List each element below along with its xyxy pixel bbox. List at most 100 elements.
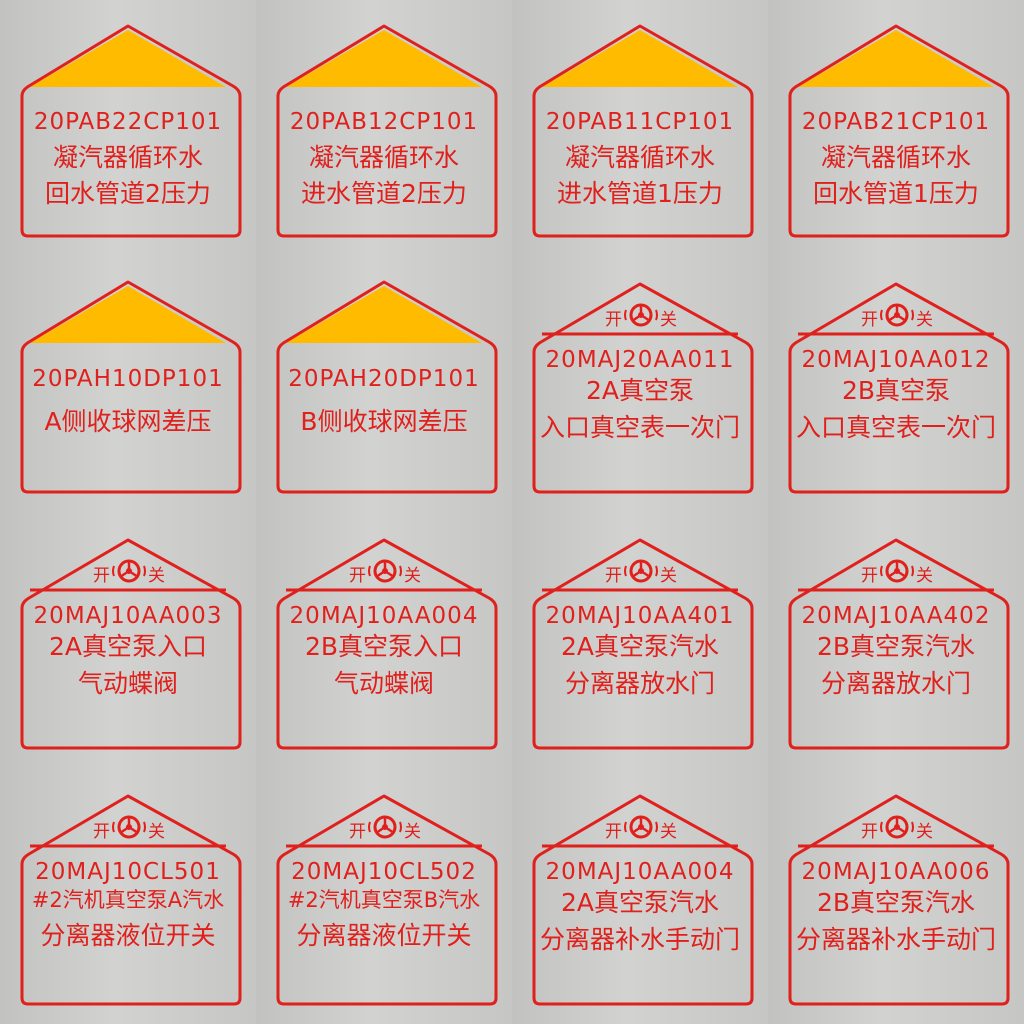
equipment-description-line: 2B真空泵汽水	[816, 888, 976, 917]
valve-handwheel-icon	[880, 303, 914, 327]
sign-border	[276, 24, 498, 238]
equipment-label: 20PAB12CP101 凝汽器循环水 进水管道2压力	[256, 0, 512, 252]
sign-border	[532, 282, 754, 494]
equipment-description-line: 分离器液位开关	[40, 921, 216, 950]
equipment-description-line: 分离器放水门	[820, 669, 971, 698]
valve-open-close-header: 开关	[256, 804, 512, 850]
label-text: 20PAB12CP101 凝汽器循环水 进水管道2压力	[276, 111, 492, 208]
open-label: 开	[349, 822, 366, 842]
valve-sign-frame	[20, 794, 242, 1006]
equipment-code: 20MAJ10AA004	[289, 603, 479, 629]
label-text: 20MAJ10AA012 2B真空泵 入口真空表一次门	[788, 349, 1004, 442]
equipment-label: 开关 20MAJ10AA003 2A真空泵入口 气动蝶阀	[0, 508, 256, 764]
open-label: 开	[861, 822, 878, 842]
valve-handwheel-icon	[624, 559, 658, 583]
valve-sign-frame	[788, 538, 1010, 750]
equipment-code: 20MAJ10AA004	[545, 859, 735, 885]
equipment-description-line: 2B真空泵	[841, 376, 951, 405]
equipment-description-line: 凝汽器循环水	[564, 143, 715, 172]
equipment-description-line: 气动蝶阀	[333, 669, 434, 698]
close-label: 关	[404, 822, 421, 842]
close-label: 关	[660, 822, 677, 842]
equipment-description-line: 2A真空泵汽水	[560, 888, 719, 917]
label-text: 20MAJ10AA004 2A真空泵汽水 分离器补水手动门	[532, 859, 748, 954]
warning-triangle	[30, 30, 226, 87]
equipment-code: 20MAJ20AA011	[545, 347, 735, 373]
equipment-description-line: #2汽机真空泵A汽水	[31, 888, 225, 912]
label-text: 20MAJ10AA402 2B真空泵汽水 分离器放水门	[788, 605, 1004, 698]
equipment-description-line: 2A真空泵入口	[48, 632, 207, 661]
equipment-label: 20PAB22CP101 凝汽器循环水 回水管道2压力	[0, 0, 256, 252]
equipment-code: 20MAJ10AA003	[33, 603, 223, 629]
pressure-sign-frame	[20, 24, 242, 238]
close-label: 关	[916, 566, 933, 586]
valve-handwheel-icon	[112, 559, 146, 583]
warning-triangle	[286, 286, 482, 343]
valve-handwheel-icon	[880, 559, 914, 583]
equipment-description-line: 2A真空泵汽水	[560, 632, 719, 661]
valve-sign-frame	[20, 538, 242, 750]
valve-open-close-header: 开关	[768, 804, 1024, 850]
equipment-label: 开关 20MAJ10AA006 2B真空泵汽水 分离器补水手动门	[768, 764, 1024, 1020]
equipment-label: 开 关 20MAJ10AA402 2B真空泵汽水 分离器放水门	[768, 508, 1024, 764]
open-label: 开	[605, 822, 622, 842]
equipment-description-line: B侧收球网差压	[300, 407, 468, 436]
valve-sign-frame	[788, 794, 1010, 1006]
label-text: 20MAJ10AA003 2A真空泵入口 气动蝶阀	[20, 603, 236, 698]
pressure-sign-frame	[788, 24, 1010, 238]
warning-triangle	[30, 286, 226, 343]
open-label: 开	[861, 566, 878, 586]
open-label: 开	[861, 310, 878, 330]
equipment-label: 开关 20MAJ10AA012 2B真空泵 入口真空表一次门	[768, 252, 1024, 508]
valve-handwheel-icon	[368, 815, 402, 839]
equipment-description-line: #2汽机真空泵B汽水	[287, 888, 481, 912]
valve-open-close-header: 开关	[256, 548, 512, 594]
close-label: 关	[916, 310, 933, 330]
label-text: 20PAB22CP101 凝汽器循环水 回水管道2压力	[20, 111, 236, 207]
equipment-description-line: 入口真空表一次门	[795, 413, 996, 442]
equipment-description-line: 2B真空泵入口	[304, 632, 464, 661]
sign-border	[788, 24, 1010, 238]
warning-triangle	[286, 30, 482, 87]
close-label: 关	[148, 822, 165, 842]
sign-border	[788, 538, 1010, 750]
sign-border	[20, 538, 242, 750]
label-text: 20PAH20DP101 B侧收球网差压	[276, 368, 492, 436]
valve-handwheel-icon	[624, 303, 658, 327]
sign-border	[532, 538, 754, 750]
close-label: 关	[148, 566, 165, 586]
pressure-sign-frame	[276, 24, 498, 238]
pressure-sign-frame	[276, 280, 498, 494]
background-column	[0, 0, 256, 1024]
equipment-description-line: 气动蝶阀	[77, 669, 178, 698]
valve-sign-frame	[276, 538, 498, 750]
equipment-code: 20MAJ10CL502	[291, 859, 477, 885]
equipment-description-line: 分离器补水手动门	[795, 925, 996, 954]
equipment-code: 20PAB21CP101	[801, 109, 991, 135]
close-label: 关	[660, 566, 677, 586]
open-label: 开	[605, 566, 622, 586]
valve-open-close-header: 开关	[0, 548, 256, 594]
equipment-description-line: A侧收球网差压	[44, 407, 212, 436]
sign-border	[788, 794, 1010, 1006]
sign-border	[20, 794, 242, 1006]
equipment-description-line: 入口真空表一次门	[539, 413, 740, 442]
warning-triangle	[798, 30, 994, 87]
label-text: 20MAJ10AA006 2B真空泵汽水 分离器补水手动门	[788, 861, 1004, 954]
label-text: 20MAJ20AA011 2A真空泵入口真空表一次门	[532, 347, 748, 442]
background-column	[768, 0, 1024, 1024]
equipment-code: 20MAJ10CL501	[35, 859, 221, 885]
equipment-description-line: 回水管道1压力	[813, 179, 979, 208]
valve-handwheel-icon	[112, 815, 146, 839]
equipment-description-line: 2B真空泵汽水	[816, 632, 976, 661]
equipment-label: 开关 20MAJ10CL502 #2汽机真空泵B汽水 分离器液位开关	[256, 764, 512, 1020]
valve-sign-frame	[276, 794, 498, 1006]
equipment-code: 20PAB11CP101	[545, 109, 735, 135]
equipment-label: 开关 20MAJ10AA401 2A真空泵汽水 分离器放水门	[512, 508, 768, 764]
equipment-description-line: 2A真空泵	[585, 376, 694, 405]
background-column	[256, 0, 512, 1024]
equipment-description-line: 进水管道2压力	[301, 179, 467, 208]
equipment-description-line: 分离器补水手动门	[539, 925, 740, 954]
equipment-label: 开 关 20MAJ10AA004 2A真空泵汽水 分离器补水手动门	[512, 764, 768, 1020]
valve-open-close-header: 开关	[512, 548, 768, 594]
